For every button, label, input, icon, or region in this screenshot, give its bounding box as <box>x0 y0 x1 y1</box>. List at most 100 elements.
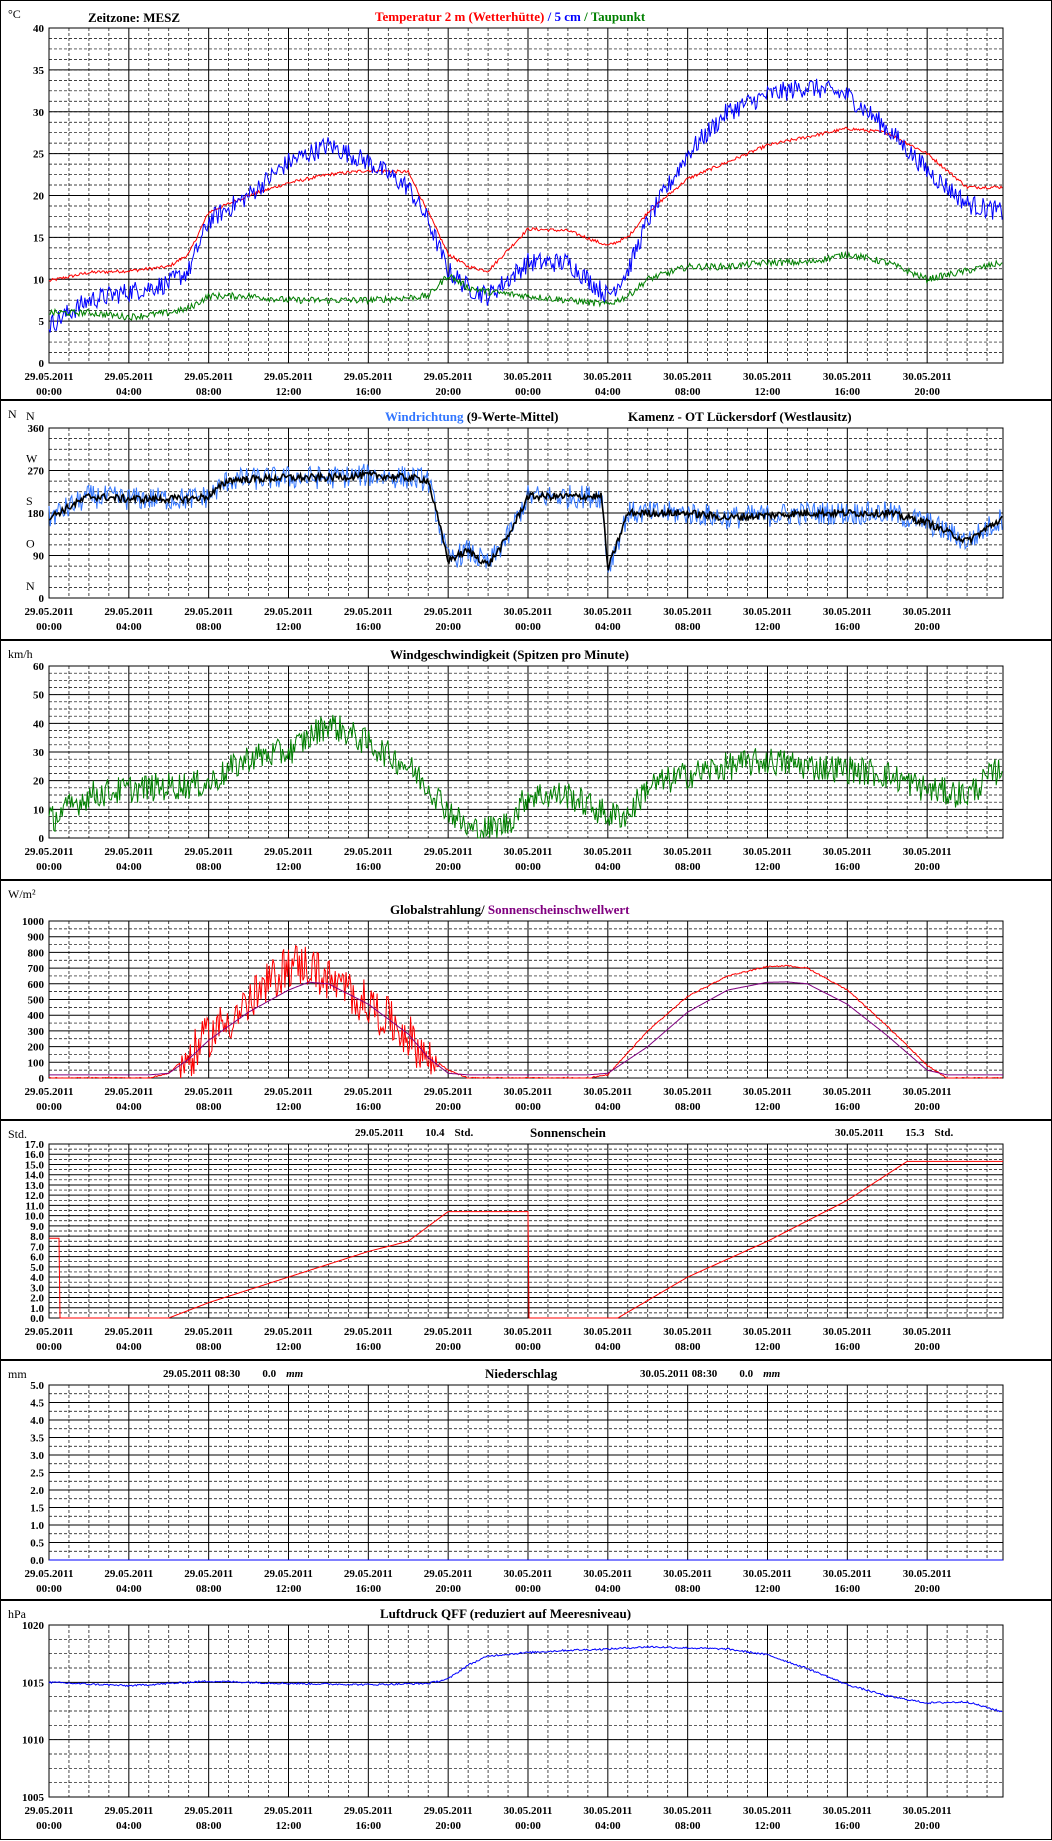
x-tick-time: 12:00 <box>276 1341 302 1353</box>
daily-total-value: 0.0 <box>262 1368 276 1380</box>
y-tick-label: 12.0 <box>25 1190 45 1202</box>
x-tick-date: 30.05.2011 <box>504 371 553 383</box>
x-tick-time: 20:00 <box>914 1341 940 1353</box>
x-tick-time: 12:00 <box>755 1341 781 1353</box>
x-tick-time: 00:00 <box>36 1341 62 1353</box>
y-tick-label: 35 <box>33 65 45 77</box>
daily-total-value: 15.3 <box>905 1127 925 1139</box>
y-tick-label: 10.0 <box>25 1211 45 1223</box>
x-tick-date: 30.05.2011 <box>583 846 632 858</box>
chart-title-part: / <box>581 9 591 24</box>
x-tick-time: 08:00 <box>196 1820 222 1832</box>
x-tick-date: 30.05.2011 <box>743 371 792 383</box>
chart-title: Globalstrahlung/ Sonnenscheinschwellwert <box>390 902 630 917</box>
daily-total-date: 29.05.2011 <box>355 1127 403 1139</box>
y-tick-label: 11.0 <box>25 1200 44 1212</box>
x-tick-time: 08:00 <box>196 621 222 633</box>
x-tick-date: 30.05.2011 <box>903 1568 952 1580</box>
x-tick-time: 16:00 <box>834 1583 860 1595</box>
daily-total-date: 30.05.2011 <box>835 1127 883 1139</box>
y-tick-label: 14.0 <box>25 1170 45 1182</box>
x-tick-date: 30.05.2011 <box>823 1086 872 1098</box>
x-tick-date: 30.05.2011 <box>743 606 792 618</box>
x-tick-time: 04:00 <box>595 621 621 633</box>
x-tick-date: 30.05.2011 <box>903 1326 952 1338</box>
y-tick-label: 5 <box>39 316 45 328</box>
x-tick-time: 04:00 <box>595 1583 621 1595</box>
x-tick-time: 20:00 <box>914 1583 940 1595</box>
y-tick-label: 10 <box>33 804 45 816</box>
y-tick-label: 20 <box>33 191 45 203</box>
x-tick-date: 29.05.2011 <box>264 1086 313 1098</box>
chart-title: Windgeschwindigkeit (Spitzen pro Minute) <box>390 647 629 662</box>
y-tick-label: 40 <box>33 718 45 730</box>
y-tick-label: 200 <box>28 1042 45 1054</box>
chart-title-part: Temperatur 2 m (Wetterhütte) <box>375 9 544 24</box>
x-tick-time: 00:00 <box>36 861 62 873</box>
x-tick-time: 16:00 <box>834 1101 860 1113</box>
x-tick-date: 29.05.2011 <box>104 1086 153 1098</box>
y-tick-label: 360 <box>28 423 45 435</box>
y-tick-label: 0 <box>39 593 45 605</box>
x-tick-date: 29.05.2011 <box>344 1805 393 1817</box>
x-tick-time: 00:00 <box>515 1583 541 1595</box>
y-tick-label: 5.0 <box>30 1262 44 1274</box>
x-tick-time: 00:00 <box>36 386 62 398</box>
chart-title-part: Sonnenschein <box>530 1125 607 1140</box>
x-tick-date: 29.05.2011 <box>424 1326 473 1338</box>
x-tick-time: 04:00 <box>595 1101 621 1113</box>
y-tick-label: 0.0 <box>30 1313 44 1325</box>
y-tick-label: 600 <box>28 979 45 991</box>
chart-title-part: / <box>544 9 554 24</box>
x-tick-time: 12:00 <box>276 1583 302 1595</box>
chart-title-part: Globalstrahlung/ <box>390 902 485 917</box>
x-tick-time: 20:00 <box>435 1341 461 1353</box>
x-tick-time: 20:00 <box>435 1820 461 1832</box>
x-tick-date: 29.05.2011 <box>25 1805 74 1817</box>
x-tick-date: 29.05.2011 <box>104 1326 153 1338</box>
x-tick-time: 16:00 <box>834 621 860 633</box>
chart-precipitation: 0.00.51.01.52.02.53.03.54.04.55.0mm Niede… <box>8 1366 1004 1595</box>
y-tick-label: 1005 <box>22 1792 45 1804</box>
y-tick-label: 3.5 <box>30 1433 44 1445</box>
y-tick-label: 2.0 <box>30 1293 44 1305</box>
chart-title-part: Windgeschwindigkeit (Spitzen pro Minute) <box>390 647 629 662</box>
compass-label: S <box>26 494 33 508</box>
x-tick-time: 00:00 <box>515 621 541 633</box>
x-tick-time: 12:00 <box>755 621 781 633</box>
x-tick-time: 08:00 <box>675 621 701 633</box>
daily-total-date: 29.05.2011 08:30 <box>163 1368 241 1380</box>
x-tick-date: 30.05.2011 <box>823 846 872 858</box>
x-tick-date: 30.05.2011 <box>504 846 553 858</box>
y-unit-label: Std. <box>8 1127 27 1141</box>
y-tick-label: 9.0 <box>30 1221 44 1233</box>
x-tick-time: 04:00 <box>116 1101 142 1113</box>
x-tick-date: 29.05.2011 <box>424 1805 473 1817</box>
chart-title: Temperatur 2 m (Wetterhütte) / 5 cm / Ta… <box>375 9 646 24</box>
daily-total-unit: Std. <box>455 1127 474 1139</box>
x-tick-time: 00:00 <box>515 1341 541 1353</box>
x-tick-date: 30.05.2011 <box>823 371 872 383</box>
compass-label: N <box>26 409 35 423</box>
y-tick-label: 40 <box>33 23 45 35</box>
y-tick-label: 700 <box>28 963 45 975</box>
x-tick-date: 29.05.2011 <box>25 606 74 618</box>
y-tick-label: 25 <box>33 149 45 161</box>
y-tick-label: 20 <box>33 776 45 788</box>
x-tick-time: 12:00 <box>755 1583 781 1595</box>
x-tick-date: 30.05.2011 <box>743 1326 792 1338</box>
x-tick-date: 29.05.2011 <box>344 1086 393 1098</box>
x-tick-date: 30.05.2011 <box>504 1805 553 1817</box>
x-tick-time: 20:00 <box>435 1583 461 1595</box>
y-unit-label: km/h <box>8 647 33 661</box>
x-tick-time: 16:00 <box>355 386 381 398</box>
x-tick-date: 29.05.2011 <box>184 1568 233 1580</box>
x-tick-time: 16:00 <box>834 861 860 873</box>
x-tick-date: 29.05.2011 <box>184 606 233 618</box>
x-tick-time: 04:00 <box>595 1341 621 1353</box>
x-tick-date: 30.05.2011 <box>583 1086 632 1098</box>
x-tick-date: 29.05.2011 <box>344 1326 393 1338</box>
daily-total-unit: Std. <box>935 1127 954 1139</box>
x-tick-time: 16:00 <box>834 1341 860 1353</box>
